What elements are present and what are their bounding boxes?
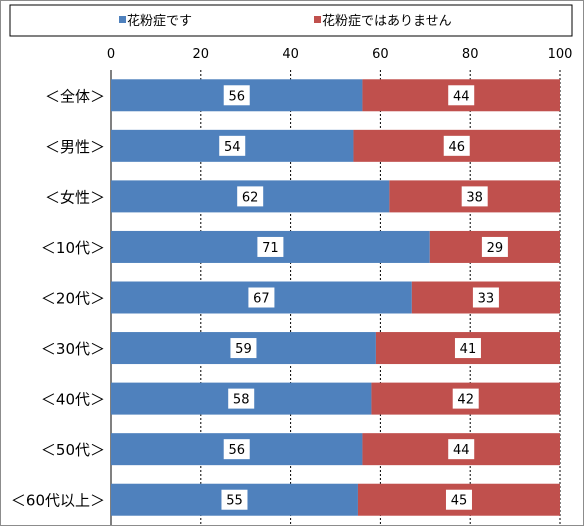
data-label-box [221,489,248,510]
data-label-box [237,186,264,207]
data-label-box [257,236,284,257]
data-label: 55 [226,494,243,509]
data-label: 45 [451,494,468,509]
data-label: 56 [228,443,245,458]
category-label: ＜全体＞ [45,87,105,105]
data-label: 44 [453,89,470,104]
data-label-box [472,287,499,308]
data-label: 67 [253,292,270,307]
x-tick-label: 100 [548,47,573,62]
category-label: ＜男性＞ [45,138,105,156]
category-label: ＜40代＞ [41,391,105,409]
data-label-box [228,388,255,409]
data-label: 59 [235,342,252,357]
data-label-box [452,388,479,409]
data-label: 44 [453,443,470,458]
data-label: 56 [228,89,245,104]
category-label: ＜60代以上＞ [11,492,105,510]
x-tick-label: 80 [462,47,479,62]
data-label: 38 [466,190,483,205]
legend-label: 花粉症です [127,13,192,29]
x-tick-label: 20 [193,47,210,62]
data-label: 46 [448,140,465,155]
bars: 56 44 54 46 62 38 71 29 67 33 59 41 58 42 56 44 55 45 [111,79,560,516]
data-label: 62 [242,190,259,205]
data-label-box [219,135,246,156]
data-label-box [248,287,275,308]
data-label-box [448,85,475,106]
legend-label: 花粉症ではありません [322,13,452,29]
data-label: 33 [478,292,495,307]
data-label: 42 [457,393,474,408]
data-label-box [461,186,488,207]
legend: 花粉症です 花粉症ではありません [9,4,573,37]
data-label-box [481,236,508,257]
data-label-box [223,85,250,106]
data-label: 71 [262,241,279,256]
x-tick-label: 60 [372,47,389,62]
x-tick-label: 0 [107,47,115,62]
x-tick-labels: 0 20 40 60 80 100 [107,47,573,62]
legend-swatch [314,16,321,23]
data-label-box [443,135,470,156]
data-label: 29 [487,241,504,256]
category-label: ＜10代＞ [41,239,105,257]
data-label-box [223,439,250,460]
category-label: ＜30代＞ [41,340,105,358]
x-tick-label: 40 [282,47,299,62]
category-label: ＜20代＞ [41,290,105,308]
data-label: 54 [224,140,241,155]
legend-box [9,4,573,37]
data-label: 58 [233,393,250,408]
legend-swatch [119,16,126,23]
category-label: ＜50代＞ [41,441,105,459]
data-label-box [448,439,475,460]
data-label: 41 [460,342,477,357]
category-label: ＜女性＞ [45,188,105,206]
data-label-box [445,489,472,510]
data-label-box [230,338,257,359]
data-label-box [454,338,481,359]
category-labels: ＜全体＞ ＜男性＞ ＜女性＞ ＜10代＞ ＜20代＞ ＜30代＞ ＜40代＞ ＜50代＞ ＜60… [11,87,105,509]
